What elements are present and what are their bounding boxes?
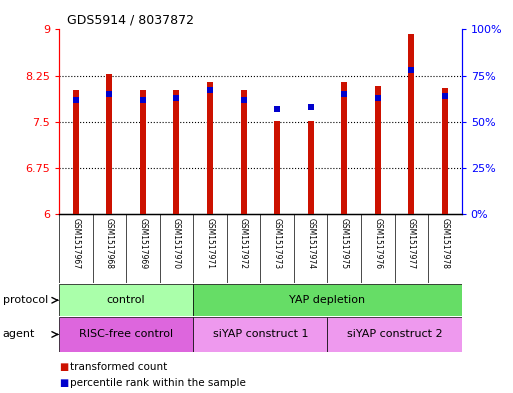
- Bar: [106, 74, 112, 214]
- Text: GSM1517977: GSM1517977: [407, 218, 416, 269]
- Text: ■: ■: [59, 362, 68, 373]
- Text: ■: ■: [59, 378, 68, 388]
- Text: GSM1517969: GSM1517969: [139, 218, 147, 269]
- Text: percentile rank within the sample: percentile rank within the sample: [70, 378, 246, 388]
- Text: transformed count: transformed count: [70, 362, 168, 373]
- Text: YAP depletion: YAP depletion: [289, 295, 366, 305]
- Bar: [193, 317, 327, 352]
- Text: GSM1517968: GSM1517968: [105, 218, 114, 269]
- Text: GSM1517978: GSM1517978: [441, 218, 449, 269]
- Bar: [73, 90, 79, 214]
- Text: GSM1517973: GSM1517973: [272, 218, 282, 269]
- Text: GSM1517975: GSM1517975: [340, 218, 349, 269]
- Text: control: control: [107, 295, 145, 305]
- Text: agent: agent: [3, 329, 35, 340]
- Bar: [341, 82, 347, 214]
- Bar: [408, 35, 415, 214]
- Bar: [308, 121, 314, 214]
- Text: protocol: protocol: [3, 295, 48, 305]
- Bar: [59, 317, 193, 352]
- Bar: [59, 284, 193, 316]
- Bar: [173, 90, 180, 214]
- Text: GSM1517976: GSM1517976: [373, 218, 382, 269]
- Text: GSM1517967: GSM1517967: [71, 218, 80, 269]
- Text: GSM1517974: GSM1517974: [306, 218, 315, 269]
- Bar: [193, 284, 462, 316]
- Bar: [140, 90, 146, 214]
- Text: GSM1517972: GSM1517972: [239, 218, 248, 269]
- Bar: [207, 82, 213, 214]
- Text: GDS5914 / 8037872: GDS5914 / 8037872: [67, 14, 194, 27]
- Bar: [327, 317, 462, 352]
- Bar: [442, 88, 448, 214]
- Text: GSM1517970: GSM1517970: [172, 218, 181, 269]
- Text: siYAP construct 2: siYAP construct 2: [347, 329, 442, 340]
- Bar: [274, 121, 280, 214]
- Bar: [241, 90, 247, 214]
- Text: RISC-free control: RISC-free control: [79, 329, 173, 340]
- Bar: [375, 86, 381, 214]
- Text: siYAP construct 1: siYAP construct 1: [212, 329, 308, 340]
- Text: GSM1517971: GSM1517971: [206, 218, 214, 269]
